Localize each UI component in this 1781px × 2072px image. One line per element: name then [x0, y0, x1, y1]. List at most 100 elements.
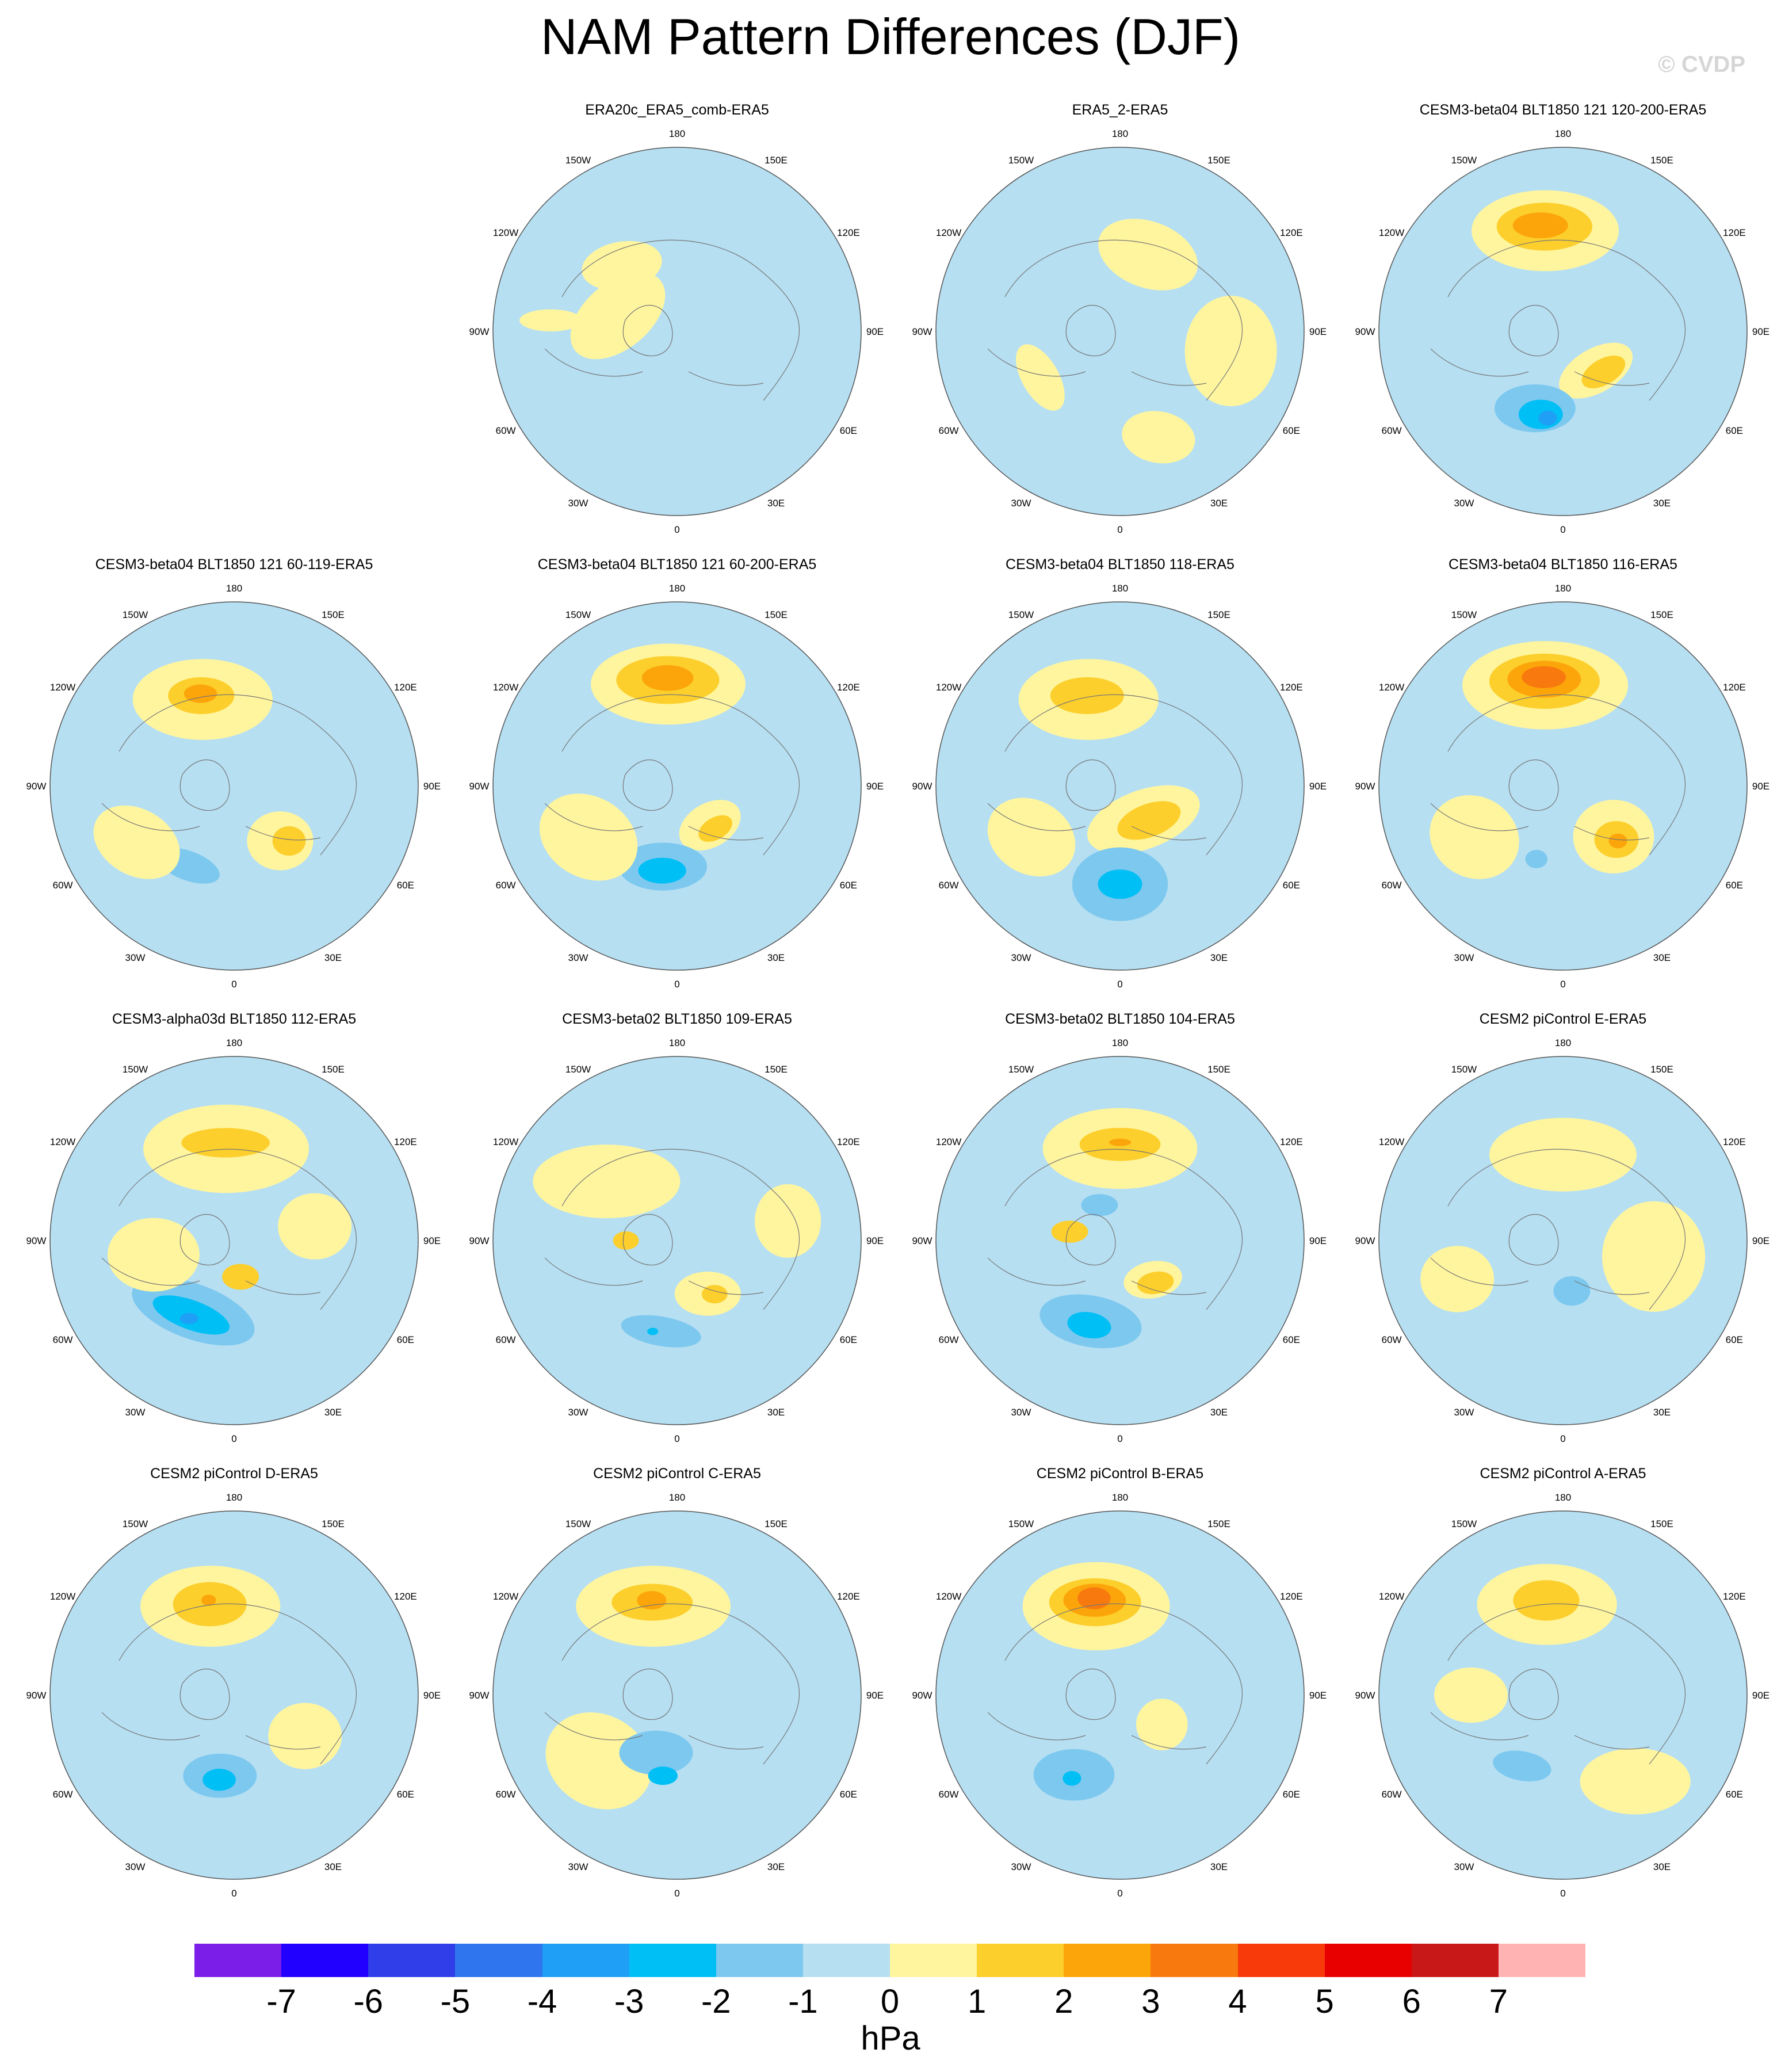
- polar-map: 180 150E 120E 90E 60E 30E 0 30W 60W 90W 120W 150W: [26, 583, 441, 990]
- colorbar-swatch: [977, 1944, 1064, 1977]
- colorbar-swatch: [1064, 1944, 1151, 1977]
- longitude-label: 90W: [26, 781, 47, 792]
- longitude-label: 0: [674, 1888, 679, 1899]
- positive-anomaly-contour: [637, 1591, 667, 1610]
- longitude-label: 90W: [912, 781, 932, 792]
- negative-anomaly-contour: [1493, 1750, 1551, 1781]
- map-boundary: [492, 601, 862, 971]
- longitude-label: 30W: [125, 1861, 146, 1872]
- positive-anomaly-contour: [1580, 1748, 1691, 1815]
- longitude-label: 150E: [1207, 1518, 1230, 1529]
- map-panel: CESM3-beta04 BLT1850 121 120-200-ERA5 180…: [1342, 101, 1781, 550]
- longitude-label: 150W: [123, 609, 148, 620]
- negative-anomaly-contour: [648, 1766, 678, 1785]
- panel-title: CESM2 piControl A-ERA5: [1480, 1466, 1646, 1482]
- positive-anomaly-contour: [107, 1218, 200, 1292]
- colorbar-tick: -7: [266, 1983, 296, 2020]
- colorbar-swatch: [890, 1944, 977, 1977]
- colorbar-swatch: [1498, 1944, 1585, 1977]
- longitude-label: 180: [1555, 1037, 1571, 1048]
- coastline: [987, 694, 1243, 856]
- positive-anomaly-contour: [1184, 296, 1277, 406]
- positive-anomaly-contour: [539, 793, 638, 881]
- longitude-label: 30W: [1454, 1407, 1474, 1418]
- polar-map: 180 150E 120E 90E 60E 30E 0 30W 60W 90W 120W 150W: [1355, 583, 1770, 990]
- longitude-label: 150W: [123, 1064, 148, 1075]
- colorbar-tick: -4: [527, 1983, 557, 2020]
- colorbar-tick: 6: [1402, 1983, 1421, 2020]
- longitude-label: 150E: [1650, 1518, 1673, 1529]
- longitude-label: 180: [669, 583, 685, 594]
- longitude-label: 60E: [1726, 1789, 1743, 1800]
- positive-anomaly-contour: [1109, 1138, 1132, 1146]
- longitude-label: 0: [674, 524, 679, 535]
- longitude-label: 0: [1117, 524, 1122, 535]
- longitude-label: 90E: [423, 1690, 441, 1701]
- polar-map: 180 150E 120E 90E 60E 30E 0 30W 60W 90W 120W 150W: [912, 583, 1327, 990]
- positive-anomaly-contour: [519, 309, 582, 331]
- longitude-label: 150W: [1451, 1518, 1477, 1529]
- panel-title: ERA5_2-ERA5: [1072, 102, 1168, 118]
- longitude-label: 150W: [1008, 1518, 1034, 1529]
- longitude-label: 90E: [866, 326, 884, 337]
- coastline: [544, 239, 800, 401]
- longitude-label: 60E: [840, 1334, 857, 1345]
- map-panel: CESM3-alpha03d BLT1850 112-ERA5 180 150E 12…: [13, 1010, 456, 1459]
- coastline: [1430, 239, 1686, 401]
- map-background: [50, 1511, 418, 1879]
- longitude-label: 30E: [1653, 1407, 1671, 1418]
- longitude-label: 60E: [1283, 425, 1300, 436]
- map-boundary: [492, 147, 862, 516]
- longitude-label: 60E: [397, 1334, 414, 1345]
- longitude-label: 150E: [322, 1518, 345, 1529]
- positive-anomaly-contour: [222, 1264, 259, 1290]
- longitude-label: 180: [1555, 128, 1571, 139]
- colorbar-tick: -3: [614, 1983, 644, 2020]
- longitude-label: 90E: [1309, 1235, 1327, 1246]
- longitude-label: 120E: [1723, 1591, 1746, 1602]
- longitude-label: 60W: [496, 1334, 516, 1345]
- map-boundary: [935, 601, 1305, 971]
- longitude-label: 30E: [1653, 1861, 1671, 1872]
- colorbar-tick: 3: [1141, 1983, 1160, 2020]
- figure-title: NAM Pattern Differences (DJF): [540, 8, 1240, 65]
- longitude-label: 60E: [397, 1789, 414, 1800]
- colorbar-swatch: [802, 1944, 890, 1977]
- longitude-label: 120W: [936, 227, 961, 238]
- longitude-label: 30E: [767, 1407, 785, 1418]
- panel-title: ERA20c_ERA5_comb-ERA5: [585, 102, 769, 118]
- positive-anomaly-contour: [1137, 1271, 1174, 1295]
- longitude-label: 120E: [1723, 1136, 1746, 1147]
- positive-anomaly-contour: [1051, 1220, 1088, 1243]
- coastline: [544, 1148, 800, 1310]
- negative-anomaly-contour: [179, 1312, 198, 1325]
- longitude-label: 30E: [1210, 1861, 1228, 1872]
- longitude-label: 120W: [936, 1136, 961, 1147]
- longitude-label: 30W: [1011, 1861, 1031, 1872]
- longitude-label: 90W: [1355, 1235, 1375, 1246]
- colorbar-tick-labels: -7 -6 -5 -4 -3 -2 -1 0 1 2 3 4 5 6 7: [194, 1983, 1585, 2023]
- longitude-label: 120E: [1280, 1136, 1303, 1147]
- negative-anomaly-contour: [619, 1730, 693, 1775]
- longitude-label: 150E: [1207, 609, 1230, 620]
- colorbar-tick: 2: [1054, 1983, 1073, 2020]
- longitude-label: 0: [231, 1433, 236, 1444]
- colorbar-tick: 0: [880, 1983, 900, 2020]
- colorbar-tick: 1: [967, 1983, 987, 2020]
- longitude-label: 90E: [866, 1690, 884, 1701]
- positive-anomaly-contour: [1513, 1580, 1580, 1621]
- longitude-label: 30E: [1210, 952, 1228, 963]
- longitude-label: 90W: [912, 326, 932, 337]
- longitude-label: 150E: [1650, 1064, 1673, 1075]
- longitude-label: 150E: [322, 609, 345, 620]
- colorbar-tick: -1: [788, 1983, 818, 2020]
- longitude-label: 90W: [912, 1690, 932, 1701]
- longitude-label: 30W: [1454, 952, 1474, 963]
- map-boundary: [1378, 147, 1748, 516]
- colorbar-tick: 5: [1315, 1983, 1334, 2020]
- longitude-label: 180: [1555, 583, 1571, 594]
- longitude-label: 120W: [1379, 227, 1404, 238]
- longitude-label: 150W: [1008, 155, 1034, 166]
- longitude-label: 120E: [1723, 227, 1746, 238]
- colorbar-tick: -6: [353, 1983, 384, 2020]
